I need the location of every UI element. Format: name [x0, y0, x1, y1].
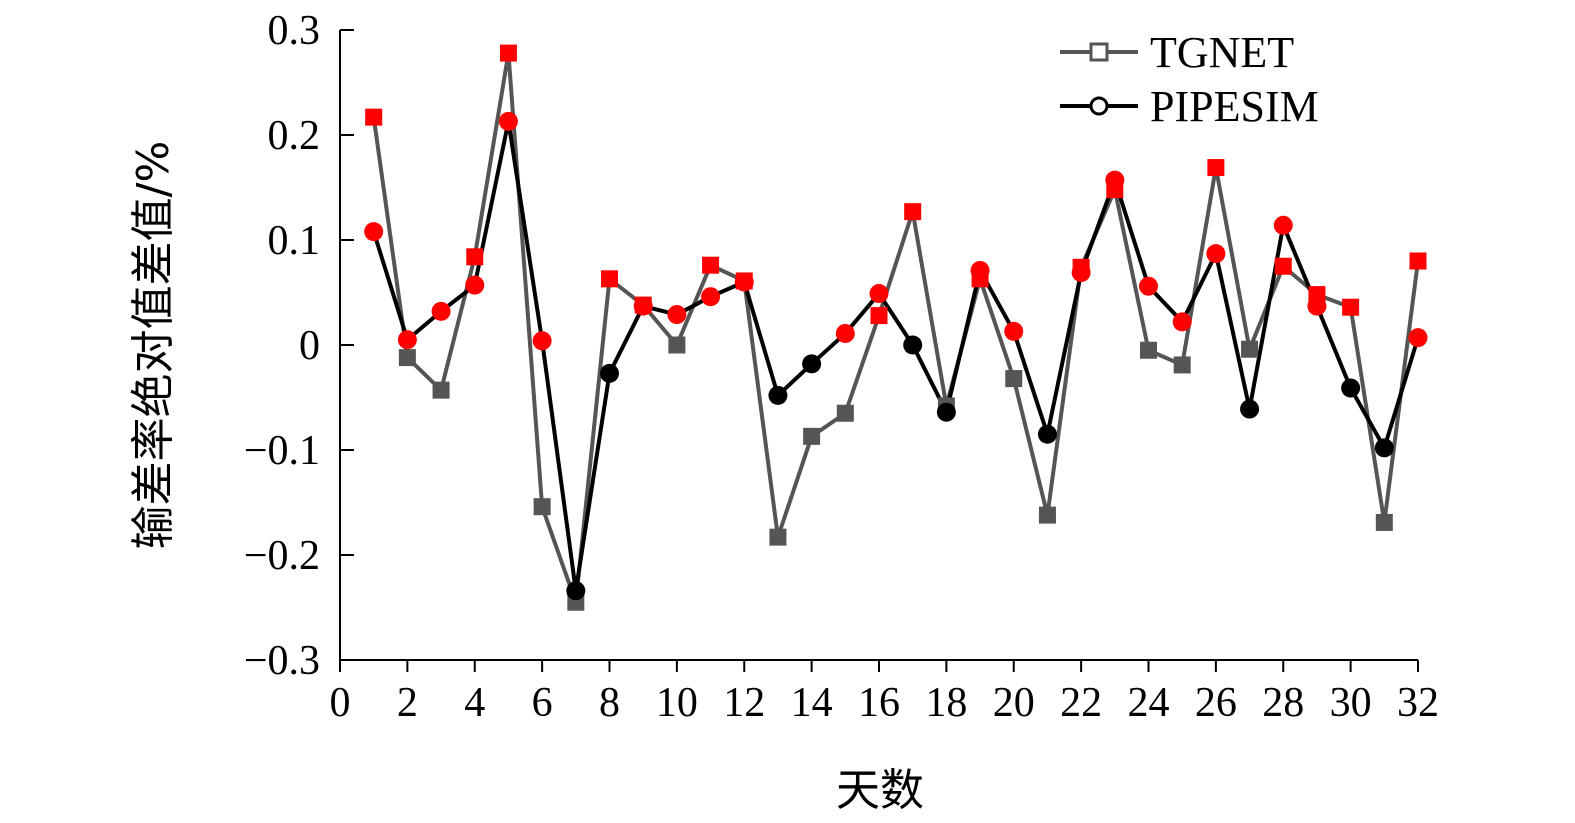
series-layer [364, 44, 1428, 611]
pipesim-point [869, 284, 889, 304]
axes: 0.30.20.10−0.1−0.2−0.30 2 4 6 8 10 12 14 16 18 20 2… [244, 8, 1439, 726]
tgnet-point [904, 203, 922, 221]
tgnet-point [432, 381, 450, 399]
pipesim-point [1071, 263, 1091, 283]
pipesim-point [1408, 328, 1428, 348]
pipesim-point [600, 363, 619, 383]
x-tick-label: 4 [464, 680, 485, 726]
pipesim-point [566, 581, 586, 601]
x-tick-label: 26 [1195, 680, 1237, 726]
tgnet-point [668, 336, 686, 354]
legend-square-marker [1089, 42, 1109, 62]
y-tick-label: −0.1 [244, 428, 320, 474]
tgnet-point [1140, 341, 1157, 359]
pipesim-point [970, 260, 990, 280]
pipesim-point [936, 402, 956, 422]
tgnet-point [1207, 159, 1225, 177]
tgnet-point [769, 528, 787, 546]
legend-label: PIPESIM [1150, 82, 1319, 131]
pipesim-point [1172, 312, 1192, 332]
pipesim-point [734, 272, 754, 292]
tgnet-point [803, 427, 821, 445]
y-tick-label: 0.2 [268, 113, 321, 159]
x-tick-label: 22 [1060, 680, 1102, 726]
legend-circle-marker [1089, 96, 1109, 116]
pipesim-markers [364, 111, 1428, 601]
y-tick-label: 0.1 [268, 218, 321, 264]
pipesim-point [498, 111, 518, 131]
tgnet-point [1409, 252, 1427, 270]
tgnet-point [702, 256, 720, 274]
x-tick-label: 10 [656, 680, 698, 726]
x-tick-label: 2 [397, 680, 418, 726]
pipesim-point [465, 275, 485, 295]
pipesim-line [371, 119, 1420, 593]
tgnet-point [1375, 513, 1393, 531]
pipesim-point [397, 330, 417, 350]
pipesim-point [1374, 438, 1394, 458]
x-axis-title: 天数 [836, 765, 924, 816]
tgnet-point [1241, 340, 1259, 358]
tgnet-point [365, 108, 383, 126]
x-tick-label: 28 [1262, 680, 1304, 726]
tgnet-point [1173, 356, 1191, 374]
x-tick-label: 8 [599, 680, 620, 726]
pipesim-point [1139, 276, 1158, 296]
pipesim-point [1240, 399, 1260, 419]
pipesim-point [768, 385, 788, 405]
y-tick-label: −0.2 [244, 533, 320, 579]
x-tick-label: 0 [330, 680, 351, 726]
pipesim-point [1307, 296, 1327, 316]
x-tick-label: 6 [532, 680, 553, 726]
tgnet-point [836, 404, 854, 422]
tgnet-markers [365, 44, 1427, 611]
legend-label: TGNET [1150, 28, 1294, 77]
x-tick-label: 12 [723, 680, 765, 726]
pipesim-point [1206, 244, 1226, 264]
x-tick-label: 20 [993, 680, 1035, 726]
y-tick-label: 0.3 [268, 8, 321, 54]
y-tick-label: 0 [299, 323, 320, 369]
tgnet-point [466, 248, 484, 266]
tgnet-point [398, 349, 416, 367]
pipesim-point [1037, 424, 1057, 444]
pipesim-point [1004, 321, 1024, 341]
pipesim-point [802, 354, 822, 374]
tgnet-point [1342, 298, 1360, 316]
tgnet-point [870, 307, 888, 325]
tgnet-point [1005, 370, 1023, 388]
x-tick-label: 16 [858, 680, 900, 726]
x-tick-label: 24 [1128, 680, 1170, 726]
pipesim-point [532, 331, 552, 351]
pipesim-point [1105, 170, 1125, 190]
pipesim-point [835, 323, 855, 343]
y-axis-title: 输差率绝对值差值/% [128, 141, 179, 550]
tgnet-point [533, 498, 551, 516]
legend: TGNET PIPESIM [1060, 28, 1319, 131]
pipesim-point [903, 335, 923, 355]
tgnet-point [499, 44, 517, 62]
y-tick-label: −0.3 [244, 638, 320, 684]
pipesim-point [667, 305, 687, 325]
tgnet-point [1038, 506, 1056, 524]
x-tick-label: 14 [791, 680, 833, 726]
pipesim-point [431, 301, 451, 321]
pipesim-point [1341, 378, 1361, 398]
pipesim-point [701, 287, 721, 307]
x-tick-label: 32 [1397, 680, 1439, 726]
tgnet-point [1274, 257, 1292, 275]
pipesim-point [1273, 215, 1293, 235]
tgnet-point [601, 270, 618, 288]
x-tick-label: 30 [1330, 680, 1372, 726]
pipesim-point [364, 222, 384, 242]
tgnet-line [371, 51, 1420, 605]
x-tick-label: 18 [925, 680, 967, 726]
pipesim-point [633, 296, 653, 316]
